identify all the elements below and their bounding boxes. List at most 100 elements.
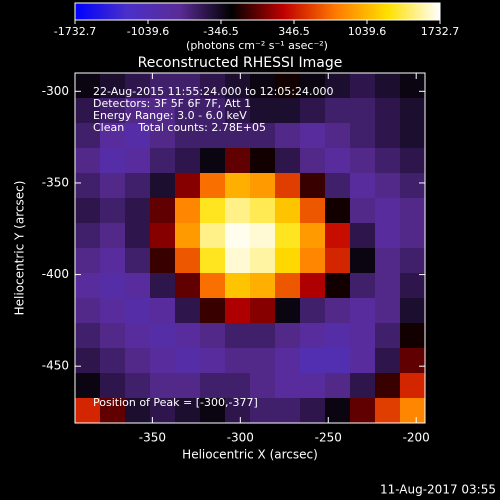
heatmap-cell xyxy=(275,273,301,299)
heatmap-cell xyxy=(150,298,176,324)
heatmap-cell xyxy=(175,298,201,324)
heatmap-cell xyxy=(250,173,276,199)
heatmap-cell xyxy=(250,73,276,99)
heatmap-cell xyxy=(400,173,426,199)
heatmap-cell xyxy=(150,148,176,174)
heatmap-cell xyxy=(400,373,426,399)
heatmap-cell xyxy=(100,373,126,399)
x-tick-label: -200 xyxy=(403,431,430,445)
y-tick-label: -350 xyxy=(42,175,69,189)
heatmap-cell xyxy=(350,298,376,324)
heatmap-cell xyxy=(75,273,101,299)
y-tick-label: -400 xyxy=(42,267,69,281)
heatmap-cell xyxy=(100,273,126,299)
heatmap-cell xyxy=(175,373,201,399)
heatmap-cell xyxy=(400,273,426,299)
heatmap-cell xyxy=(300,148,326,174)
heatmap-cell xyxy=(325,223,351,249)
heatmap-cell xyxy=(375,248,401,274)
heatmap-cell xyxy=(300,398,326,424)
heatmap-cell xyxy=(350,373,376,399)
heatmap-cell xyxy=(175,273,201,299)
heatmap-cell xyxy=(375,223,401,249)
heatmap-cell xyxy=(175,248,201,274)
colorbar-tick-label: 1732.7 xyxy=(421,25,460,38)
heatmap-cell xyxy=(275,73,301,99)
heatmap-cell xyxy=(125,223,151,249)
y-axis-label: Heliocentric Y (arcsec) xyxy=(13,181,27,316)
heatmap-cell xyxy=(300,248,326,274)
heatmap-cell xyxy=(75,98,101,124)
heatmap-cell xyxy=(100,73,126,99)
heatmap-cell xyxy=(275,98,301,124)
heatmap-cell xyxy=(200,198,226,224)
heatmap-cell xyxy=(400,198,426,224)
heatmap-cell xyxy=(125,148,151,174)
heatmap-cell xyxy=(150,98,176,124)
heatmap-cell xyxy=(125,198,151,224)
heatmap-cell xyxy=(125,123,151,149)
x-axis-label: Heliocentric X (arcsec) xyxy=(182,448,318,462)
heatmap-cell xyxy=(75,198,101,224)
heatmap-cell xyxy=(175,123,201,149)
heatmap-cell xyxy=(300,223,326,249)
heatmap-cell xyxy=(75,223,101,249)
heatmap-cell xyxy=(125,348,151,374)
colorbar-tick-label: -346.5 xyxy=(203,25,238,38)
heatmap-cell xyxy=(400,98,426,124)
heatmap-cell xyxy=(150,198,176,224)
heatmap-cell xyxy=(175,73,201,99)
heatmap-cell xyxy=(350,323,376,349)
heatmap-cell xyxy=(400,323,426,349)
heatmap-cell xyxy=(375,273,401,299)
colorbar xyxy=(74,2,441,21)
heatmap-cell xyxy=(375,73,401,99)
heatmap-cell xyxy=(125,373,151,399)
heatmap-cell xyxy=(250,273,276,299)
heatmap-cell xyxy=(150,73,176,99)
heatmap-cell xyxy=(250,223,276,249)
heatmap-cell xyxy=(225,373,251,399)
chart-title: Reconstructed RHESSI Image xyxy=(138,55,343,71)
heatmap-cell xyxy=(150,248,176,274)
y-tick-label: -300 xyxy=(42,84,69,98)
heatmap-cell xyxy=(325,248,351,274)
heatmap-cell xyxy=(100,298,126,324)
heatmap-cell xyxy=(300,273,326,299)
heatmap-cell xyxy=(325,198,351,224)
heatmap-cell xyxy=(225,273,251,299)
heatmap-cell xyxy=(225,123,251,149)
heatmap-cell xyxy=(250,198,276,224)
heatmap-cell xyxy=(75,248,101,274)
heatmap-cell xyxy=(400,73,426,99)
x-tick-label: -250 xyxy=(315,431,342,445)
heatmap-cell xyxy=(375,123,401,149)
heatmap-cell xyxy=(75,298,101,324)
heatmap-cell xyxy=(200,398,226,424)
heatmap-cell xyxy=(275,298,301,324)
heatmap-cell xyxy=(350,173,376,199)
heatmap-cell xyxy=(325,123,351,149)
heatmap-cell xyxy=(125,248,151,274)
heatmap-cell xyxy=(275,173,301,199)
heatmap-cell xyxy=(325,298,351,324)
heatmap-cell xyxy=(350,223,376,249)
footer: 11-Aug-2017 03:55 xyxy=(380,483,496,497)
heatmap-cell xyxy=(100,398,126,424)
heatmap-cell xyxy=(375,298,401,324)
heatmap-cell xyxy=(75,123,101,149)
heatmap-cell xyxy=(350,148,376,174)
heatmap-cell xyxy=(150,398,176,424)
heatmap-cell xyxy=(400,123,426,149)
heatmap-cell xyxy=(75,398,101,424)
heatmap-cell xyxy=(225,198,251,224)
heatmap-cell xyxy=(325,98,351,124)
heatmap-cell xyxy=(300,373,326,399)
heatmap-cell xyxy=(175,98,201,124)
heatmap-cell xyxy=(400,148,426,174)
annotation: Clean Total counts: 2.78E+05 xyxy=(93,121,266,134)
heatmap-cell xyxy=(300,173,326,199)
heatmap-cell xyxy=(400,348,426,374)
annotation: Detectors: 3F 5F 6F 7F, Att 1 xyxy=(93,97,251,110)
heatmap-cell xyxy=(275,398,301,424)
